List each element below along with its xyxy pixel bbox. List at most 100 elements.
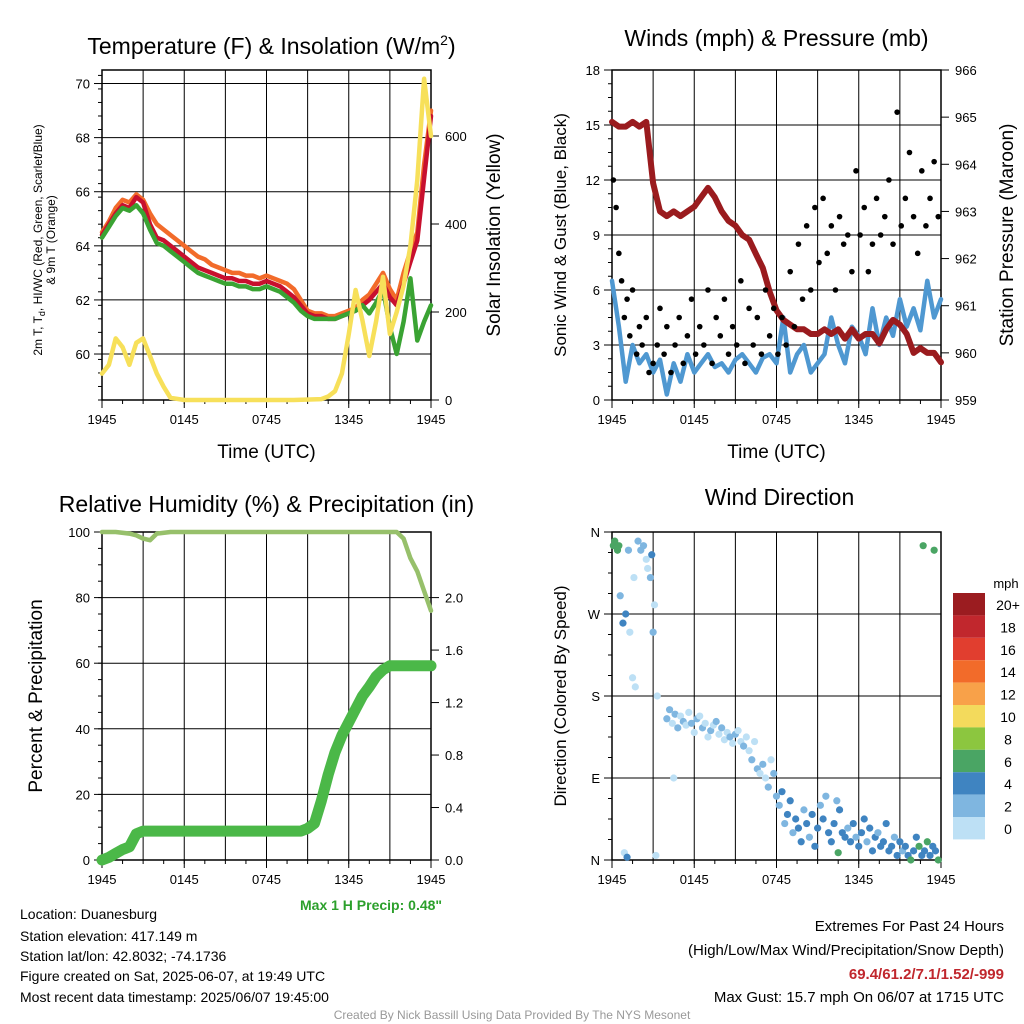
winds-point — [898, 223, 905, 229]
extremes-legend: (High/Low/Max Wind/Precipitation/Snow De… — [688, 942, 1004, 959]
wdir-xtick-label: 0745 — [762, 872, 791, 887]
wdir-ytick-label: E — [591, 771, 600, 786]
rh-ytick-label: 0 — [83, 853, 90, 868]
rh-xtick-label: 1945 — [417, 872, 446, 887]
wdir-point — [857, 829, 866, 837]
temp-series-line — [99, 108, 434, 319]
wdir-xtick-label: 1945 — [927, 872, 956, 887]
rh-ytick-label: 100 — [68, 525, 90, 540]
legend-swatch — [953, 615, 985, 638]
legend-swatch — [953, 705, 985, 728]
winds-ytick-label: 0 — [593, 393, 600, 408]
wdir-point — [846, 838, 855, 846]
wdir-point — [616, 592, 624, 600]
temp-y2tick-label: 200 — [445, 305, 467, 320]
winds-point — [721, 296, 728, 302]
winds-point — [914, 250, 921, 257]
wdir-point — [663, 715, 671, 723]
winds-point — [650, 360, 656, 367]
winds-point — [729, 323, 736, 330]
legend-label: 16 — [1000, 642, 1016, 658]
wdir-point — [649, 628, 657, 636]
wdir-ytick-label: S — [591, 689, 600, 704]
wdir-point — [745, 747, 753, 755]
wdir-point — [841, 833, 849, 841]
wdir-point — [882, 819, 890, 828]
wdir-point — [720, 736, 729, 744]
temp-ytick-label: 60 — [76, 347, 90, 362]
legend-swatch — [953, 593, 985, 616]
wdir-point — [718, 724, 726, 732]
winds-point — [654, 342, 661, 348]
winds-point — [824, 250, 831, 257]
temp-xtick-label: 0745 — [252, 412, 281, 427]
wdir-point — [701, 719, 709, 727]
wdir-point — [650, 601, 659, 609]
winds-point — [709, 360, 715, 367]
winds-point — [705, 287, 711, 293]
wdir-point — [803, 819, 811, 828]
legend-label: 4 — [1004, 776, 1012, 792]
winds-point — [795, 241, 802, 247]
wdir-point — [764, 783, 772, 791]
location-text: Location: Duanesburg — [20, 906, 157, 922]
wdir-point — [748, 756, 756, 764]
rh-ytick-label: 60 — [76, 656, 90, 671]
temp-xtick-label: 1945 — [417, 412, 446, 427]
winds-point — [832, 287, 839, 293]
winds-xtick-label: 1945 — [927, 412, 956, 427]
winds-point — [791, 323, 798, 330]
winds-point — [861, 204, 868, 211]
wdir-point — [696, 712, 704, 720]
winds-series-line — [609, 118, 944, 366]
winds-ylabel: Sonic Wind & Gust (Blue, Black) — [551, 113, 570, 357]
winds-point — [923, 223, 929, 229]
rh-ylabel: Percent & Precipitation — [26, 599, 47, 792]
winds-point — [766, 333, 773, 339]
winds-point — [646, 369, 652, 376]
wdir-point — [778, 788, 786, 796]
wdir-point — [816, 801, 824, 809]
legend-label: 10 — [1000, 709, 1016, 725]
winds-point — [803, 223, 810, 229]
wdir-point — [761, 774, 770, 782]
rh-y2tick-label: 1.2 — [445, 696, 463, 711]
winds-series-line — [609, 278, 944, 397]
wdir-point — [890, 833, 898, 841]
wdir-point — [824, 829, 833, 837]
wdir-point — [930, 546, 938, 554]
temp-xlabel: Time (UTC) — [217, 442, 316, 463]
winds-xtick-label: 0745 — [762, 412, 791, 427]
winds-point — [762, 287, 769, 293]
rh-y2tick-label: 2.0 — [445, 591, 463, 606]
wdir-point — [863, 838, 871, 846]
temp-ytick-label: 70 — [76, 77, 90, 92]
rh-title: Relative Humidity (%) & Precipitation (i… — [59, 491, 474, 517]
wdir-point — [919, 542, 927, 550]
wdir-point — [619, 619, 627, 627]
wdir-point — [852, 833, 860, 841]
legend-label: 6 — [1004, 754, 1012, 770]
legend-swatch — [953, 749, 985, 773]
legend-swatch — [953, 637, 985, 661]
winds-point — [713, 314, 719, 321]
wdir-point — [830, 819, 838, 828]
winds-ytick-label: 9 — [593, 228, 600, 243]
wdir-frame — [611, 531, 942, 861]
temp-ytick-label: 68 — [76, 131, 90, 146]
wdir-point — [907, 856, 915, 864]
wdir-point — [726, 733, 734, 741]
winds-point — [877, 232, 884, 238]
wdir-point — [822, 792, 830, 800]
winds-point — [613, 204, 619, 211]
wdir-point — [624, 546, 633, 554]
wdir-point — [849, 819, 857, 828]
winds-point — [676, 314, 682, 321]
wdir-point — [742, 733, 750, 741]
wdir-point — [668, 719, 676, 727]
winds-point — [894, 109, 900, 115]
winds-point — [857, 232, 863, 238]
winds-point — [672, 342, 678, 348]
winds-point — [696, 323, 703, 330]
winds-point — [692, 351, 699, 357]
